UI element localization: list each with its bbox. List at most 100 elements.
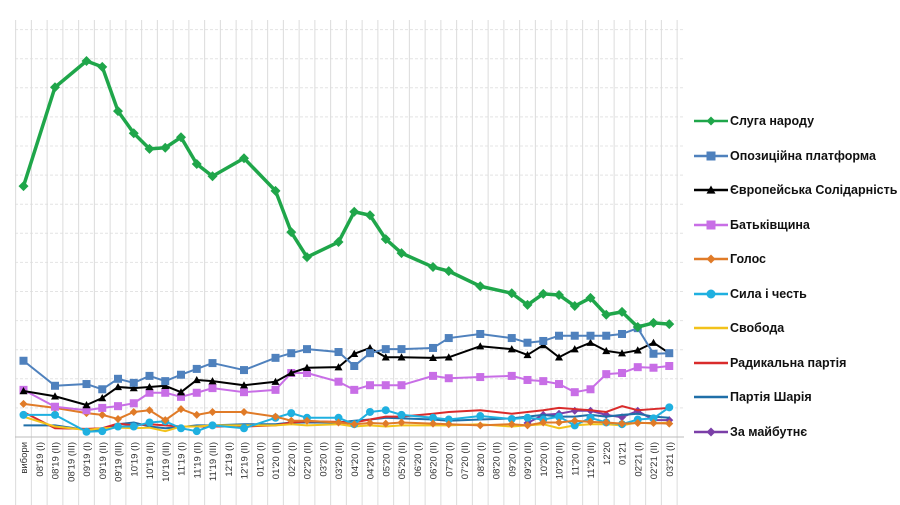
series-line — [23, 402, 670, 427]
data-point — [570, 421, 579, 430]
data-point — [129, 422, 138, 431]
legend-marker-icon — [694, 427, 728, 437]
data-point — [240, 407, 248, 416]
x-tick-label: 03'21 (I) — [665, 442, 676, 477]
data-point — [555, 353, 563, 361]
data-point — [176, 132, 186, 143]
data-point — [476, 421, 485, 430]
data-point — [287, 409, 296, 418]
data-point — [397, 418, 406, 427]
data-point — [633, 363, 642, 372]
legend-marker-icon — [694, 185, 728, 194]
x-tick-label: 09'19 (III) — [114, 442, 125, 482]
x-tick-label: 09'19 (II) — [98, 442, 109, 479]
data-point — [19, 356, 28, 365]
data-point — [586, 385, 595, 394]
data-point — [429, 343, 437, 352]
data-point — [366, 381, 374, 390]
data-point — [586, 338, 595, 346]
series-2 — [19, 324, 674, 394]
series-line — [21, 59, 670, 329]
data-point — [334, 418, 343, 427]
legend-item: Свобода — [694, 311, 900, 346]
data-point — [240, 366, 248, 375]
data-point — [444, 334, 453, 343]
legend-point — [706, 427, 716, 437]
series-1 — [18, 56, 675, 333]
data-point — [191, 159, 202, 170]
data-point — [476, 329, 485, 338]
data-point — [381, 353, 390, 361]
data-point — [523, 350, 532, 359]
legend-point — [706, 185, 716, 194]
data-point — [208, 377, 217, 385]
data-point — [51, 392, 59, 400]
data-point — [570, 416, 579, 425]
legend-point — [706, 254, 716, 264]
legend-marker-icon — [694, 396, 728, 399]
data-point — [570, 388, 579, 397]
data-point — [51, 402, 59, 411]
data-point — [145, 418, 154, 427]
data-point — [208, 407, 217, 416]
data-point — [350, 385, 359, 394]
data-point — [617, 306, 627, 317]
data-point — [507, 371, 516, 380]
data-point — [239, 153, 249, 164]
legend-marker-icon — [694, 151, 728, 161]
data-point — [476, 412, 485, 421]
x-tick-label: 08'19 (III) — [66, 442, 77, 482]
data-point — [333, 237, 344, 248]
data-point — [129, 384, 138, 392]
legend-item: Партія Шарія — [694, 380, 900, 415]
data-point — [303, 416, 311, 425]
series-7 — [23, 415, 670, 433]
data-point — [633, 419, 642, 428]
data-point — [145, 406, 154, 415]
data-point — [570, 331, 579, 340]
data-point — [602, 418, 611, 427]
data-point — [177, 388, 185, 396]
data-point — [302, 252, 312, 263]
data-point — [397, 353, 406, 361]
x-tick-label: 07'20 (I) — [444, 442, 455, 477]
data-point — [633, 346, 642, 354]
data-point — [334, 413, 343, 422]
x-tick-label: 06'20 (II) — [429, 442, 440, 479]
series-lines — [18, 56, 675, 436]
legend-label: За майбутнє — [730, 424, 808, 439]
data-point — [538, 288, 549, 299]
legend-marker-icon — [694, 254, 728, 264]
data-point — [144, 143, 155, 154]
data-point — [523, 421, 532, 430]
data-point — [114, 422, 122, 431]
legend-marker-icon — [694, 220, 728, 230]
legend-item: Слуга народу — [694, 104, 900, 139]
legend-label: Європейська Солідарність — [730, 183, 898, 198]
data-point — [649, 338, 658, 346]
legend-marker-icon — [694, 327, 728, 330]
data-point — [523, 375, 532, 384]
data-point — [444, 415, 453, 424]
series-line — [22, 327, 670, 391]
data-point — [208, 359, 217, 368]
data-point — [381, 381, 390, 390]
data-point — [334, 348, 343, 357]
data-point — [381, 345, 390, 354]
data-point — [82, 427, 91, 436]
x-tick-label: 02'20 (II) — [303, 442, 314, 479]
data-point — [555, 331, 563, 340]
legend-point — [706, 116, 716, 126]
data-point — [381, 419, 390, 428]
data-point — [380, 234, 391, 245]
legend-item: Європейська Солідарність — [694, 173, 900, 208]
data-point — [602, 370, 611, 379]
data-point — [665, 349, 674, 358]
data-point — [523, 338, 532, 347]
x-tick-label: 09'20 (I) — [507, 442, 518, 477]
data-point — [192, 427, 201, 436]
data-point — [586, 413, 595, 422]
data-point — [586, 331, 595, 340]
x-tick-label: 12'19 (II) — [240, 442, 251, 479]
